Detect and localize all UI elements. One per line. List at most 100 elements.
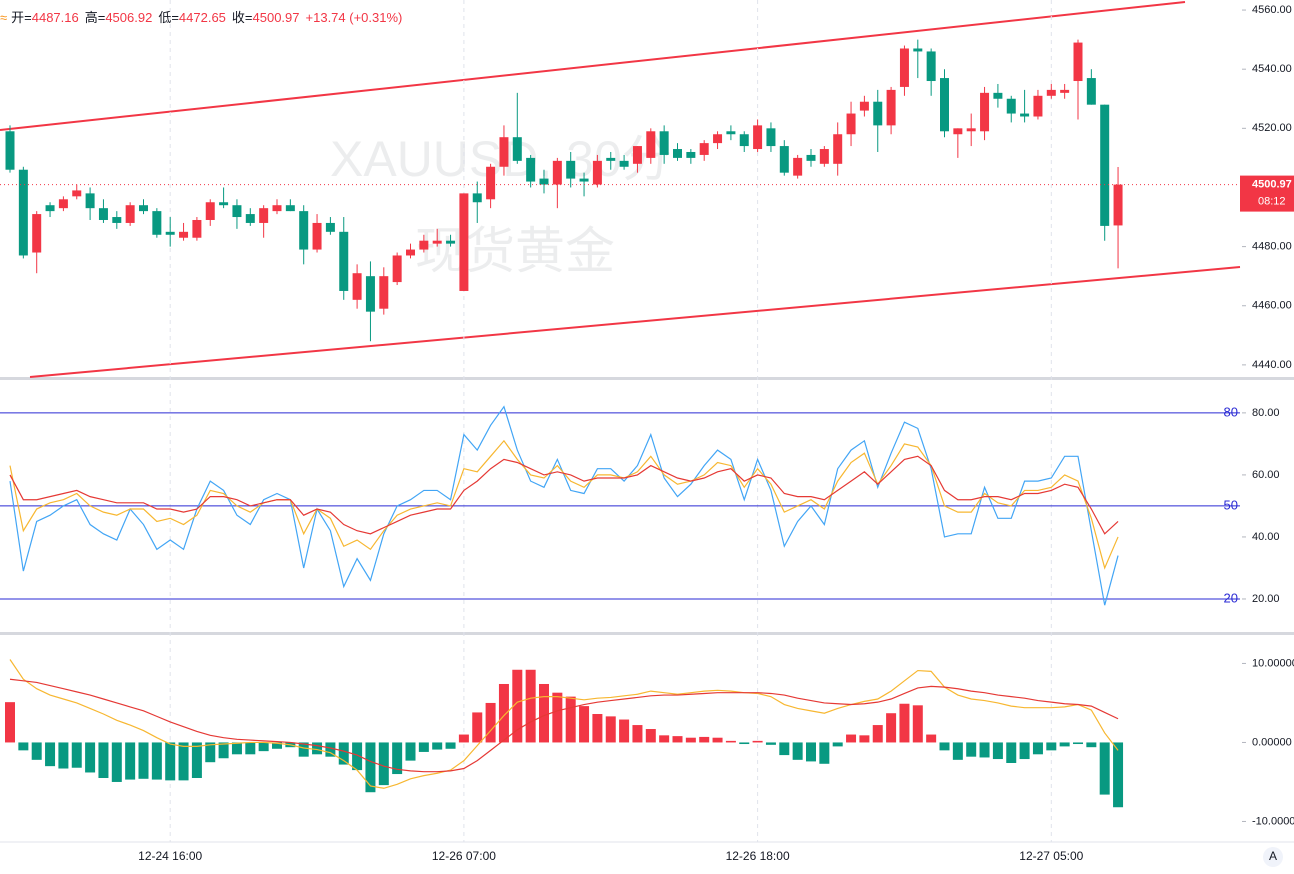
histogram-bar: [191, 742, 202, 779]
y-tick-label: 60.00: [1252, 469, 1280, 481]
x-tick-label: 12-27 05:00: [1019, 849, 1083, 863]
histogram-bar: [565, 696, 576, 743]
histogram-bar: [205, 742, 216, 763]
histogram-bar: [846, 734, 857, 743]
level-label: 80: [1224, 404, 1238, 419]
histogram-bar: [245, 742, 256, 755]
histogram-bar: [498, 683, 509, 743]
y-tick-label: 4520.00: [1252, 122, 1292, 134]
candle-body: [1086, 78, 1096, 105]
histogram-bar: [1019, 742, 1030, 760]
histogram-bar: [378, 742, 389, 786]
price-tag-label: 4500.97: [1252, 179, 1292, 191]
histogram-bar: [85, 742, 96, 773]
histogram-bar: [31, 742, 42, 760]
candle-body: [833, 134, 843, 164]
candle-body: [192, 219, 202, 238]
histogram-bar: [325, 742, 336, 757]
histogram-bar: [71, 742, 82, 768]
candle-body: [446, 240, 456, 244]
histogram-bar: [672, 736, 683, 743]
candle-body: [352, 273, 362, 300]
histogram-bar: [912, 705, 923, 743]
histogram-bar: [979, 742, 990, 758]
countdown: 08:12: [1258, 196, 1286, 208]
candle-body: [766, 128, 776, 147]
candle-body: [325, 222, 335, 232]
histogram-bar: [485, 702, 496, 743]
y-tick-label: 0.00000: [1252, 736, 1292, 748]
histogram-bar: [1032, 742, 1043, 755]
candle-body: [980, 92, 990, 132]
histogram-bar: [272, 742, 282, 749]
candle-body: [245, 214, 255, 223]
histogram-bar: [872, 725, 883, 743]
level-label: 20: [1224, 590, 1238, 605]
indicator-line: [9, 455, 1119, 535]
icon: ≈: [0, 10, 8, 25]
candle-body: [753, 125, 763, 150]
y-tick-label: 80.00: [1252, 407, 1280, 419]
x-tick-label: 12-26 18:00: [726, 849, 790, 863]
ohlc-value: 4472.65: [178, 10, 226, 25]
ohlc-value: 4487.16: [31, 10, 79, 25]
candle-body: [312, 222, 322, 250]
candle-body: [1073, 42, 1083, 82]
candle-body: [913, 48, 923, 52]
candle-body: [873, 101, 883, 126]
candle-body: [1046, 89, 1056, 96]
histogram-bar: [539, 683, 549, 743]
histogram-bar: [125, 742, 136, 780]
candle-body: [339, 231, 349, 291]
candle-body: [152, 211, 162, 235]
histogram-bar: [699, 736, 710, 743]
candle-body: [459, 193, 469, 291]
histogram-bar: [1099, 742, 1110, 795]
histogram-bar: [832, 742, 843, 747]
price-tag: [1240, 175, 1294, 212]
histogram-bar: [752, 740, 763, 743]
candle-body: [486, 166, 496, 200]
y-tick-label: 4540.00: [1252, 63, 1292, 75]
candle-body: [632, 146, 642, 164]
candle-body: [993, 92, 1003, 99]
candle-body: [726, 131, 736, 135]
candle-body: [5, 131, 15, 170]
candle-body: [272, 205, 282, 212]
candle-body: [125, 205, 135, 223]
y-tick-label: 4440.00: [1252, 359, 1292, 371]
histogram-bar: [725, 740, 736, 743]
histogram-bar: [151, 742, 162, 780]
candle-body: [205, 202, 215, 220]
candle-body: [699, 143, 709, 155]
candle-body: [419, 240, 429, 250]
candle-body: [526, 157, 536, 182]
histogram-bar: [392, 742, 403, 775]
candle-body: [32, 214, 42, 253]
candle-body: [365, 276, 375, 312]
candle-body: [165, 231, 175, 235]
candle-body: [859, 101, 869, 111]
y-tick-label: 4560.00: [1252, 4, 1292, 16]
candle-body: [739, 134, 749, 147]
candle-body: [806, 154, 816, 161]
auto-button-bg: [1263, 847, 1283, 867]
histogram-bar: [5, 702, 15, 743]
candle-body: [512, 137, 522, 161]
watermark: 现货黄金: [415, 223, 615, 279]
y-tick-label: 40.00: [1252, 531, 1280, 543]
change: +13.74 (+0.31%): [305, 10, 403, 25]
histogram-bar: [552, 692, 563, 743]
candle-body: [219, 202, 229, 206]
candle-body: [566, 160, 576, 179]
histogram-bar: [1113, 742, 1124, 808]
histogram-bar: [258, 742, 269, 752]
candle-body: [926, 51, 936, 82]
candle-body: [966, 128, 976, 132]
candle-body: [379, 276, 389, 309]
auto-button[interactable]: A: [1269, 849, 1277, 863]
candle-body: [72, 190, 82, 197]
histogram-bar: [899, 703, 910, 743]
candle-body: [899, 48, 909, 87]
candle-body: [232, 205, 242, 218]
